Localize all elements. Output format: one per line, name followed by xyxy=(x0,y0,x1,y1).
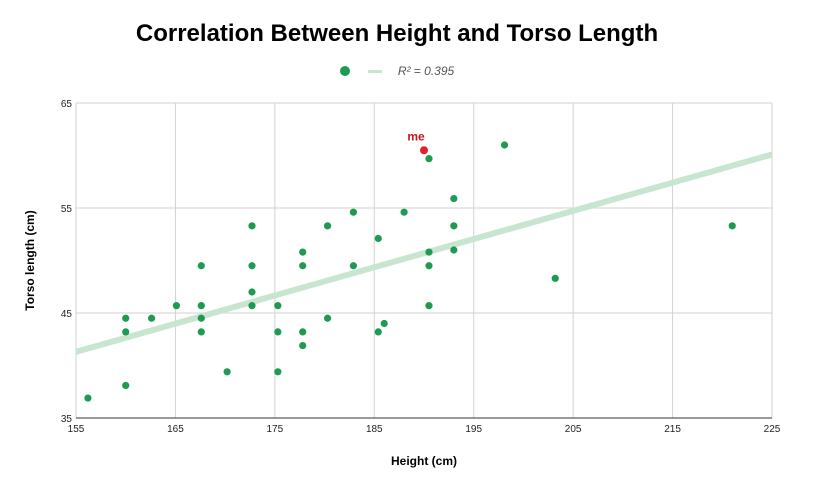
data-point xyxy=(299,328,307,336)
data-point xyxy=(349,262,358,270)
data-point xyxy=(197,328,205,336)
y-tick-label: 45 xyxy=(61,309,73,320)
highlight-label: me xyxy=(407,129,425,143)
y-tick-label: 65 xyxy=(61,99,73,110)
data-point xyxy=(274,302,282,310)
legend-trendline-icon xyxy=(367,69,382,73)
data-point xyxy=(500,141,509,149)
data-point xyxy=(450,222,458,230)
data-point xyxy=(122,381,130,390)
x-tick-label: 185 xyxy=(366,424,383,435)
data-point xyxy=(147,314,156,322)
data-point xyxy=(248,262,256,270)
chart-title: Correlation Between Height and Torso Len… xyxy=(135,20,659,47)
data-point xyxy=(728,222,736,230)
trendline xyxy=(75,151,773,355)
data-point xyxy=(84,394,92,402)
x-tick-label: 205 xyxy=(565,424,582,435)
data-point xyxy=(323,314,332,322)
y-axis-title: Torso length (cm) xyxy=(23,210,37,310)
data-point xyxy=(274,328,282,336)
data-point xyxy=(323,222,332,230)
data-point xyxy=(197,314,205,322)
data-point xyxy=(374,234,382,243)
data-point xyxy=(248,302,256,310)
x-tick-label: 175 xyxy=(267,424,284,435)
data-point xyxy=(349,208,358,216)
highlight-point xyxy=(420,146,428,155)
data-point xyxy=(299,262,307,270)
trendline-group xyxy=(75,151,773,355)
data-point xyxy=(248,222,256,230)
data-point xyxy=(425,302,433,310)
legend-label: R² = 0.395 xyxy=(397,64,455,78)
data-point xyxy=(450,246,458,254)
y-tick-label: 55 xyxy=(61,204,73,215)
data-point xyxy=(299,248,307,256)
data-point xyxy=(274,368,282,376)
data-point xyxy=(122,314,130,322)
data-point xyxy=(380,319,388,328)
x-tick-label: 225 xyxy=(764,424,781,435)
data-point xyxy=(400,208,408,216)
data-point xyxy=(248,288,256,296)
data-point xyxy=(374,328,382,336)
x-tick-label: 165 xyxy=(167,424,184,435)
data-point xyxy=(450,194,458,203)
data-point xyxy=(197,302,205,310)
legend-marker-icon xyxy=(339,66,350,76)
data-point xyxy=(172,302,181,310)
data-point xyxy=(425,262,433,270)
points-group: me xyxy=(84,129,736,402)
data-point xyxy=(122,328,130,336)
x-tick-label: 215 xyxy=(664,424,681,435)
data-point xyxy=(425,248,433,256)
x-axis-title: Height (cm) xyxy=(391,454,457,468)
data-point xyxy=(299,341,307,350)
data-point xyxy=(197,262,205,270)
data-point xyxy=(223,368,231,376)
y-tick-label: 35 xyxy=(61,414,73,425)
data-point xyxy=(425,155,433,163)
x-tick-label: 155 xyxy=(68,424,85,435)
tick-labels: 155 165 175 185 195 205 215 225 35 45 55 65 xyxy=(61,99,781,435)
data-point xyxy=(551,274,559,282)
x-tick-label: 195 xyxy=(465,424,482,435)
legend: R² = 0.395 xyxy=(0,64,794,78)
